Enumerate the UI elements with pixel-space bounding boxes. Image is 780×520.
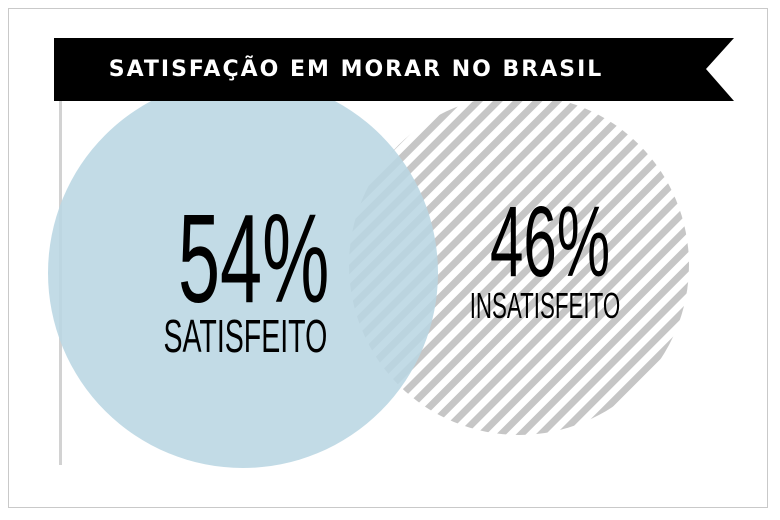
satisfied-percent-label: 54% bbox=[178, 188, 330, 329]
title-banner bbox=[54, 38, 734, 101]
dissatisfied-percent-label: 46% bbox=[490, 186, 611, 298]
dissatisfied-circle bbox=[349, 95, 689, 435]
chart-title: SATISFAÇÃO EM MORAR NO BRASIL bbox=[108, 57, 604, 82]
dissatisfied-category-label: INSATISFEITO bbox=[469, 285, 621, 326]
satisfied-category-label: SATISFEITO bbox=[163, 310, 328, 362]
satisfied-circle bbox=[48, 78, 438, 468]
